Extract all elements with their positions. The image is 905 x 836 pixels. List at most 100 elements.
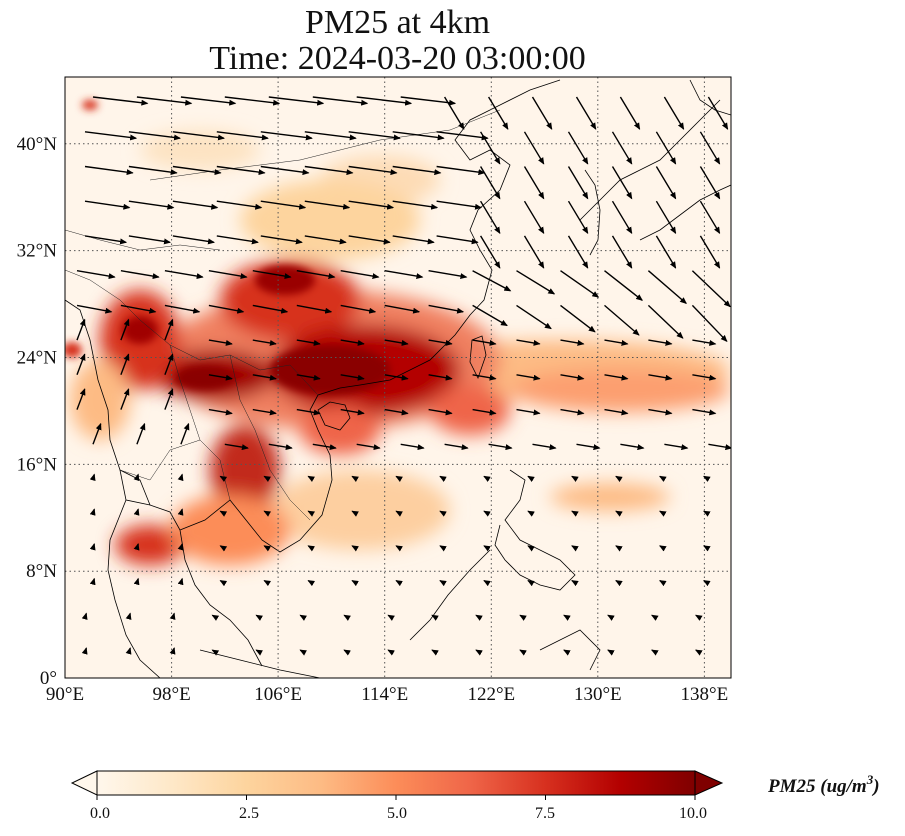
wind-arrow	[436, 200, 482, 210]
wind-arrow	[567, 166, 589, 200]
wind-arrow	[516, 339, 541, 346]
colorbar-gradient	[97, 771, 695, 795]
wind-arrow	[611, 131, 633, 165]
wind-arrow	[472, 408, 497, 416]
wind-arrow	[133, 577, 140, 586]
wind-arrow	[560, 270, 600, 298]
wind-arrow	[571, 510, 579, 517]
wind-arrow	[120, 304, 157, 314]
wind-arrow	[703, 545, 711, 552]
wind-arrow	[296, 374, 321, 381]
wind-arrow	[571, 545, 579, 552]
wind-arrow	[340, 339, 365, 346]
wind-arrow	[296, 304, 333, 314]
wind-arrow	[208, 270, 248, 280]
wind-arrow	[691, 270, 731, 308]
wind-arrow	[89, 577, 96, 586]
wind-arrow	[177, 508, 184, 516]
wind-arrow	[84, 235, 128, 245]
wind-arrow	[567, 200, 589, 235]
wind-arrow	[177, 543, 184, 551]
wind-arrow	[128, 131, 181, 141]
lon-tick-label: 114°E	[361, 684, 408, 705]
wind-arrow	[695, 649, 703, 656]
wind-arrow	[647, 304, 684, 339]
wind-arrow	[659, 510, 667, 517]
wind-arrow	[619, 96, 641, 130]
wind-arrow	[299, 649, 308, 656]
wind-arrow	[224, 443, 249, 451]
wind-arrow	[164, 304, 201, 314]
wind-arrow	[263, 545, 271, 552]
wind-arrow	[527, 510, 535, 517]
wind-arrow	[428, 339, 453, 346]
wind-arrow	[384, 374, 409, 381]
wind-arrow	[472, 304, 508, 327]
wind-vectors	[76, 96, 731, 656]
wind-arrow	[392, 165, 442, 176]
wind-arrow	[395, 510, 403, 517]
wind-arrow	[216, 165, 266, 176]
wind-arrow	[76, 388, 86, 410]
wind-arrow	[263, 579, 271, 587]
wind-arrow	[307, 475, 315, 482]
wind-arrow	[208, 374, 233, 381]
wind-arrow	[164, 388, 174, 410]
wind-arrow	[263, 475, 271, 482]
wind-arrow	[523, 235, 545, 269]
wind-arrow	[216, 131, 269, 141]
wind-arrow	[312, 96, 369, 106]
colorbar-tick-label: 10.0	[679, 805, 707, 822]
wind-arrow	[164, 353, 174, 376]
lon-tick-label: 122°E	[467, 684, 515, 705]
lon-tick-labels: 90°E 98°E 106°E 114°E 122°E 130°E 138°E	[46, 684, 728, 705]
wind-arrow	[400, 443, 425, 451]
wind-arrow	[692, 339, 717, 346]
map-title-line2: Time: 2024-03-20 03:00:00	[209, 40, 586, 77]
lat-tick-labels: 0° 8°N 16°N 24°N 32°N 40°N	[17, 134, 58, 689]
lat-tick-label: 8°N	[26, 561, 57, 582]
wind-arrow	[216, 235, 259, 245]
wind-arrow	[707, 96, 729, 130]
colorbar-max-extend	[694, 770, 724, 796]
wind-arrow	[387, 614, 395, 621]
wind-arrow	[604, 304, 640, 336]
lat-tick-label: 32°N	[17, 241, 58, 262]
wind-arrow	[655, 166, 677, 200]
wind-arrow	[655, 131, 677, 165]
wind-arrow	[172, 235, 215, 245]
wind-arrow	[428, 304, 465, 314]
wind-arrow	[252, 374, 277, 381]
wind-arrow	[439, 545, 447, 552]
wind-arrow	[340, 374, 365, 381]
wind-arrow	[128, 235, 171, 245]
wind-arrow	[483, 510, 491, 517]
wind-arrow	[479, 235, 501, 269]
wind-arrow	[81, 612, 88, 620]
wind-arrow	[307, 545, 315, 552]
wind-arrow	[571, 475, 579, 482]
wind-arrow	[651, 614, 659, 621]
wind-arrow	[392, 235, 435, 245]
wind-arrow	[479, 200, 501, 235]
wind-arrow	[351, 545, 359, 552]
wind-arrow	[607, 614, 615, 621]
wind-arrow	[296, 270, 336, 280]
wind-arrow	[177, 577, 184, 586]
wind-arrow	[348, 235, 391, 245]
wind-arrow	[443, 96, 465, 130]
wind-arrow	[400, 96, 457, 106]
wind-arrow	[567, 235, 589, 269]
wind-arrow	[532, 443, 557, 451]
wind-arrow	[444, 443, 469, 451]
wind-arrow	[219, 579, 228, 587]
wind-arrow	[304, 200, 351, 210]
wind-arrow	[428, 408, 453, 416]
wind-arrow	[81, 647, 88, 655]
colorbar-min-extend	[70, 770, 98, 796]
wind-arrow	[255, 649, 264, 656]
wind-arrow	[604, 270, 643, 301]
wind-arrow	[211, 614, 220, 621]
wind-arrow	[664, 443, 689, 451]
